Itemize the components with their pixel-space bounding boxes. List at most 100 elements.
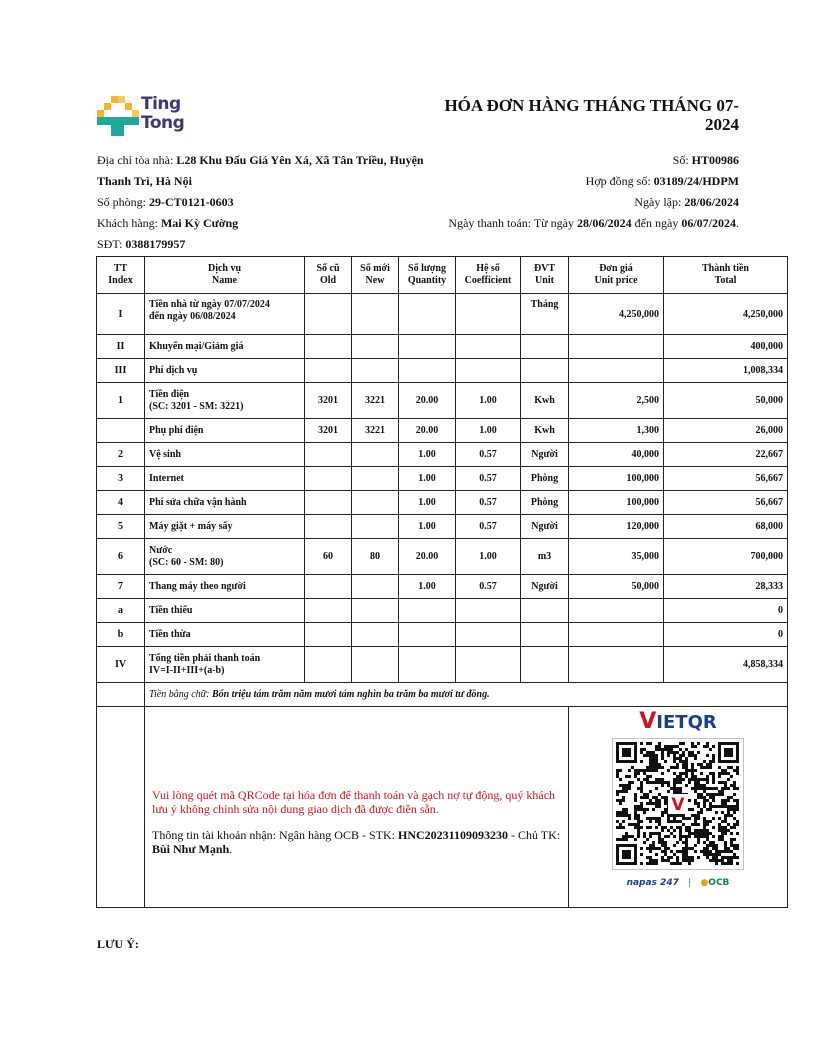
cell-old: 3201 [304,382,352,419]
table-row: b Tiền thừa 0 [96,622,788,647]
cell-coef [455,293,521,335]
cell-coef: 1.00 [455,382,521,419]
cell-coef [455,334,521,359]
cell-index [96,418,145,443]
cell-new [351,358,399,383]
invoice-meta: Số: HT00986 Hợp đồng số: 03189/24/HDPM N… [448,153,739,230]
cell-qty [398,646,456,683]
payment-notice: Vui lòng quét mã QRCode tại hóa đơn để t… [152,788,556,816]
cell-index: 7 [96,574,145,599]
amount-in-words: Tiền bằng chữ: Bốn triệu tám trăm năm mư… [144,682,788,707]
cell-new [351,293,399,335]
cell-unit: Phòng [520,490,569,515]
cell-index: b [96,622,145,647]
cell-name: Tiền điện (SC: 3201 - SM: 3221) [144,382,305,419]
invoice-title: HÓA ĐƠN HÀNG THÁNG THÁNG 07-2024 [444,96,739,134]
cell-coef [455,646,521,683]
cell-price: 100,000 [568,490,664,515]
cell-name: Phụ phí điện [144,418,305,443]
cell-name: Vệ sinh [144,442,305,467]
cell-price: 4,250,000 [568,293,664,335]
cell-index: 5 [96,514,145,539]
cell-total: 26,000 [663,418,788,443]
column-header: Số mới New [351,256,399,294]
cell-price [568,598,664,623]
cell-price: 120,000 [568,514,664,539]
cell-name: Khuyến mại/Giảm giá [144,334,305,359]
cell-index: 4 [96,490,145,515]
customer-info: Địa chỉ tòa nhà: L28 Khu Đấu Giá Yên Xá,… [97,153,424,251]
logo-mark-icon [97,96,139,136]
cell-new [351,622,399,647]
cell-qty: 1.00 [398,442,456,467]
cell-qty [398,598,456,623]
cell-name: Phí dịch vụ [144,358,305,383]
cell-qty: 20.00 [398,382,456,419]
cell-coef: 0.57 [455,514,521,539]
cell-unit: Người [520,514,569,539]
cell-index: II [96,334,145,359]
cell-name: Internet [144,466,305,491]
cell-price: 50,000 [568,574,664,599]
cell-price [568,646,664,683]
table-row: IV Tổng tiền phải thanh toán IV=I-II+III+(… [96,646,788,683]
payment-qr-code[interactable]: V [612,738,744,870]
cell-qty: 1.00 [398,574,456,599]
table-row: 7 Thang máy theo người 1.00 0.57 Người 50,000… [96,574,788,599]
cell-index: I [96,293,145,335]
column-header: Dịch vụ Name [144,256,305,294]
cell-total: 4,858,334 [663,646,788,683]
vietqr-text: IETQR [656,712,717,733]
cell-index: 2 [96,442,145,467]
table-row: 1 Tiền điện (SC: 3201 - SM: 3221) 3201 3221 2… [96,382,788,419]
table-row: I Tiền nhà từ ngày 07/07/2024 đến ngày 06/… [96,293,788,335]
column-header: Hệ số Coefficient [455,256,521,294]
cell-old [304,646,352,683]
cell-qty [398,358,456,383]
cell-name: Máy giặt + máy sấy [144,514,305,539]
cell-new: 3221 [351,382,399,419]
cell-qty: 20.00 [398,418,456,443]
cell-old [304,598,352,623]
cell-index: 1 [96,382,145,419]
cell-coef [455,358,521,383]
column-header: ĐVT Unit [520,256,569,294]
note-label: LƯU Ý: [97,937,139,951]
cell-total: 28,333 [663,574,788,599]
cell-new [351,514,399,539]
cell-total: 1,008,334 [663,358,788,383]
cell-index: IV [96,646,145,683]
cell-name: Phí sửa chữa vận hành [144,490,305,515]
cell-old [304,442,352,467]
tingtong-logo: Ting Tong [97,95,197,137]
cell-unit: Người [520,442,569,467]
cell-name: Thang máy theo người [144,574,305,599]
cell-price [568,622,664,647]
cell-coef [455,622,521,647]
cell-name: Tổng tiền phải thanh toán IV=I-II+III+(a-… [144,646,305,683]
cell-new [351,466,399,491]
column-header: Số lượng Quantity [398,256,456,294]
cell-qty: 20.00 [398,538,456,575]
cell-qty: 1.00 [398,514,456,539]
account-info: Thông tin tài khoản nhận: Ngân hàng OCB … [152,828,561,856]
cell-new [351,442,399,467]
vietqr-logo: VIETQR [639,709,717,734]
cell-unit: Kwh [520,382,569,419]
table-row: II Khuyến mại/Giảm giá 400,000 [96,334,788,359]
column-header: Thành tiền Total [663,256,788,294]
cell-old [304,293,352,335]
cell-coef: 1.00 [455,418,521,443]
cell-total: 4,250,000 [663,293,788,335]
cell-unit: Tháng [520,293,569,335]
cell-price: 40,000 [568,442,664,467]
payment-info: Vui lòng quét mã QRCode tại hóa đơn để t… [144,706,569,908]
cell-old [304,514,352,539]
cell-coef [455,598,521,623]
table-row: 4 Phí sửa chữa vận hành 1.00 0.57 Phòng 100,0… [96,490,788,515]
column-header: Số cũ Old [304,256,352,294]
cell-unit [520,598,569,623]
cell-total: 22,667 [663,442,788,467]
cell-total: 400,000 [663,334,788,359]
cell-unit: m3 [520,538,569,575]
